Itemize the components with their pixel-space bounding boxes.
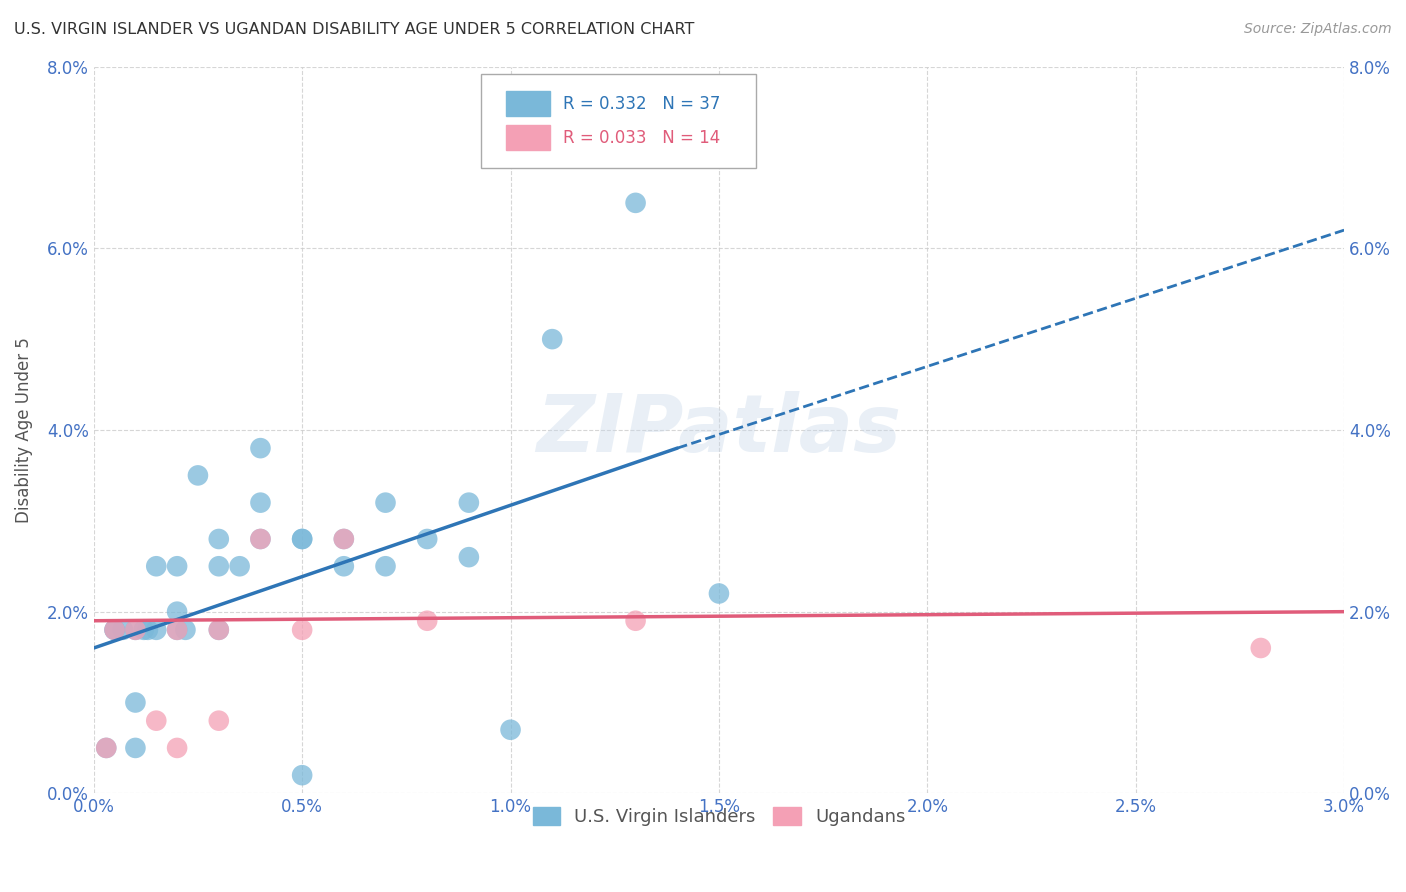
Point (124, 696, 146, 710)
Point (132, 623, 155, 637)
Point (166, 623, 188, 637)
Point (166, 623, 188, 637)
Point (416, 614, 439, 628)
Text: R = 0.033   N = 14: R = 0.033 N = 14 (562, 128, 720, 147)
Point (541, 332, 564, 346)
Point (124, 623, 146, 637)
Point (1250, 640, 1272, 655)
Point (111, 623, 134, 637)
Y-axis label: Disability Age Under 5: Disability Age Under 5 (15, 337, 32, 523)
Point (457, 550, 479, 565)
Point (166, 559, 188, 574)
Point (124, 740, 146, 755)
Point (104, 623, 127, 637)
Point (624, 614, 647, 628)
Point (333, 532, 356, 546)
Point (624, 195, 647, 210)
Point (249, 441, 271, 455)
Text: ZIPatlas: ZIPatlas (537, 391, 901, 469)
Point (104, 623, 127, 637)
Point (208, 623, 231, 637)
Point (333, 559, 356, 574)
Point (145, 714, 167, 728)
Point (208, 532, 231, 546)
Point (457, 496, 479, 510)
Point (707, 586, 730, 600)
Point (333, 532, 356, 546)
Point (187, 468, 209, 483)
Point (208, 559, 231, 574)
Point (166, 740, 188, 755)
Point (249, 496, 271, 510)
Point (136, 623, 159, 637)
Point (228, 559, 250, 574)
Point (291, 532, 314, 546)
Text: R = 0.332   N = 37: R = 0.332 N = 37 (562, 95, 720, 112)
Point (499, 723, 522, 737)
FancyBboxPatch shape (481, 74, 756, 169)
Legend: U.S. Virgin Islanders, Ugandans: U.S. Virgin Islanders, Ugandans (523, 797, 914, 835)
Point (291, 768, 314, 782)
Point (96, 740, 118, 755)
Point (249, 532, 271, 546)
Point (208, 714, 231, 728)
Bar (506, 91, 550, 116)
Point (416, 532, 439, 546)
Point (374, 559, 396, 574)
Point (291, 623, 314, 637)
Text: U.S. VIRGIN ISLANDER VS UGANDAN DISABILITY AGE UNDER 5 CORRELATION CHART: U.S. VIRGIN ISLANDER VS UGANDAN DISABILI… (14, 22, 695, 37)
Point (145, 623, 167, 637)
Bar (506, 126, 550, 150)
Point (145, 559, 167, 574)
Point (96, 740, 118, 755)
Text: Source: ZipAtlas.com: Source: ZipAtlas.com (1244, 22, 1392, 37)
Point (124, 623, 146, 637)
Point (374, 496, 396, 510)
Point (174, 623, 197, 637)
Point (208, 623, 231, 637)
Point (291, 532, 314, 546)
Point (249, 532, 271, 546)
Point (166, 605, 188, 619)
Point (104, 623, 127, 637)
